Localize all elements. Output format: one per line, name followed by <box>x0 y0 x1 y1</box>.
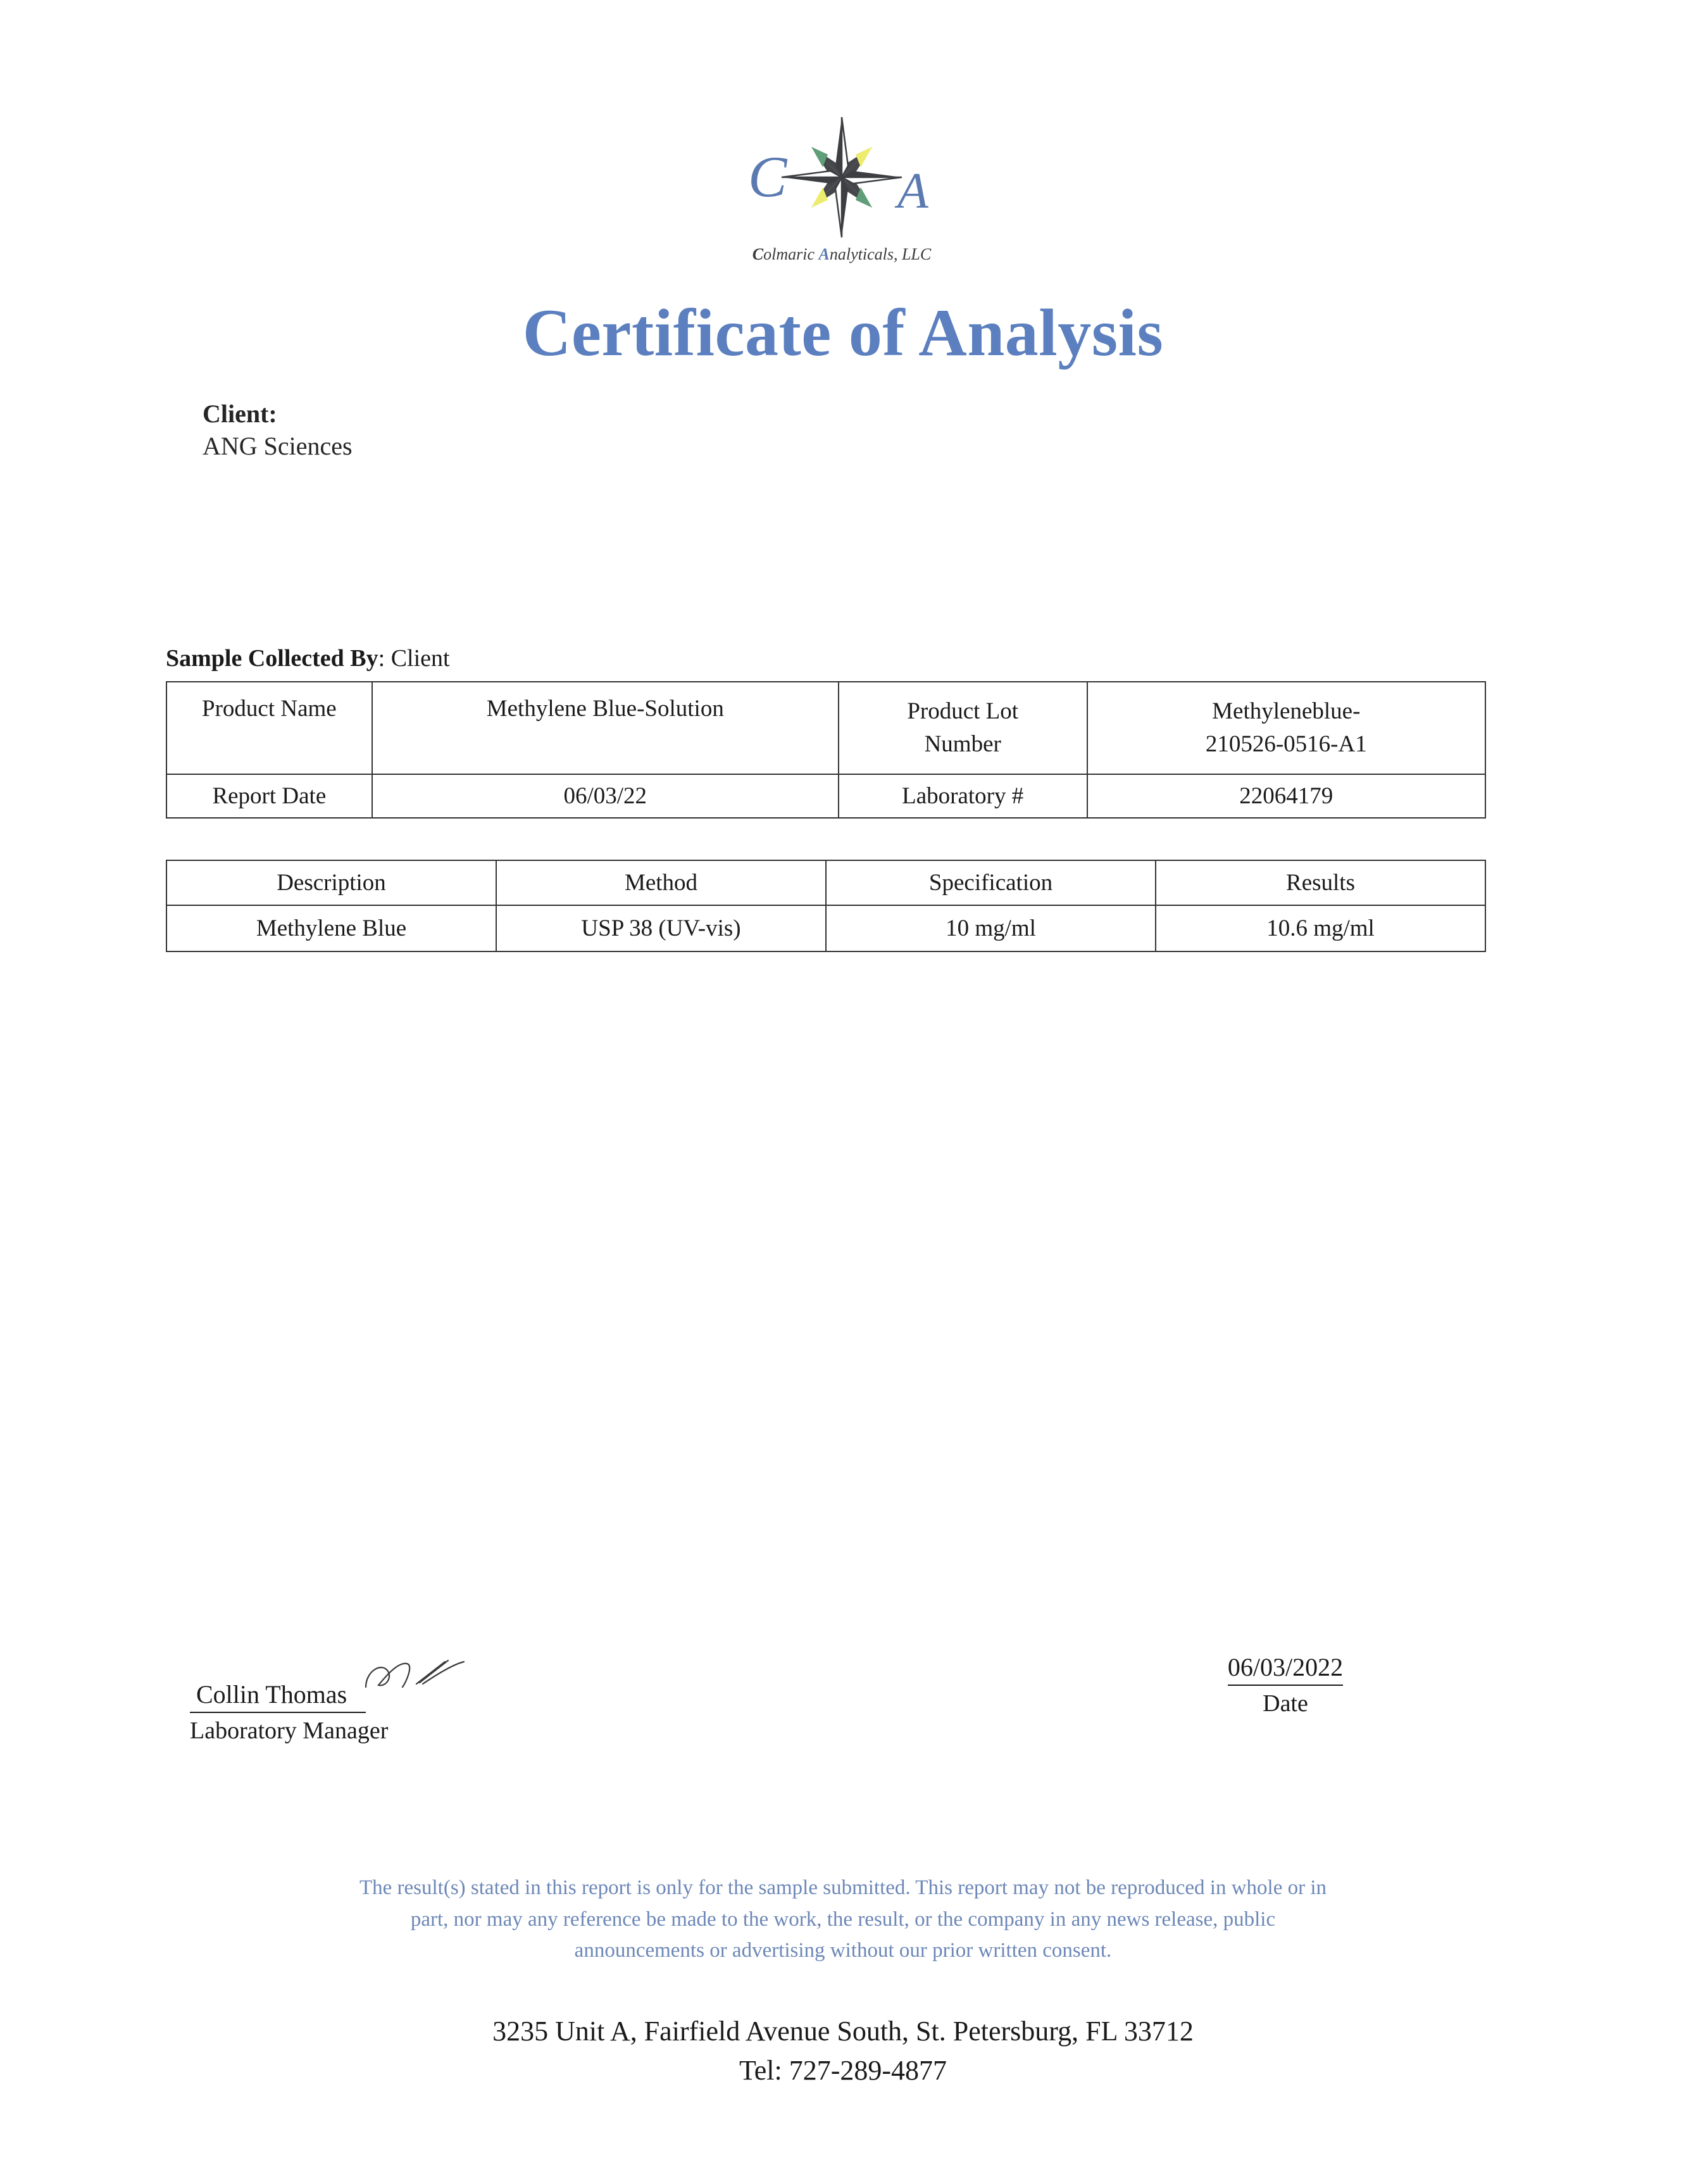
svg-text:A: A <box>894 163 929 219</box>
